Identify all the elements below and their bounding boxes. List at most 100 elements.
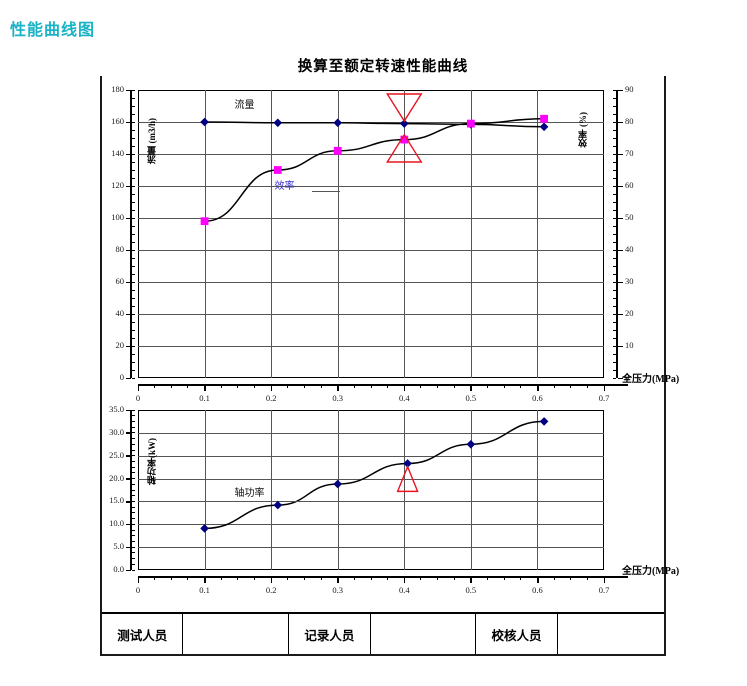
y-axis-minor-tick-right <box>612 113 616 115</box>
gridline-horizontal <box>138 547 604 549</box>
y-axis-minor-tick-right <box>612 273 616 275</box>
series-line-流量 <box>204 121 545 128</box>
y-axis-tick-label: 25.0 <box>109 449 124 460</box>
x-axis-minor-tick <box>553 577 555 581</box>
x-axis-tick <box>337 385 339 391</box>
y-axis-minor-tick <box>131 569 135 571</box>
signature-label-0: 测试人员 <box>102 614 184 654</box>
y-axis-tick-label-right: 50 <box>625 212 634 222</box>
gridline-horizontal <box>138 154 604 155</box>
y-axis-tick-right <box>617 121 623 124</box>
y-axis-tick-label: 0.0 <box>113 564 124 574</box>
signature-field-0[interactable] <box>183 614 290 654</box>
y-axis-minor-tick <box>131 153 135 155</box>
data-point-流量 <box>539 122 549 132</box>
report-frame: 0 20 40 60 80 100 120 140 160 180 流量 (m3/h) 0 10 20 30… <box>100 68 679 656</box>
data-point-轴功率 <box>466 439 476 449</box>
x-axis-tick-label: 0.5 <box>465 585 477 595</box>
gridline-horizontal <box>138 282 604 283</box>
x-axis-tick <box>470 577 472 583</box>
x-axis-minor-tick <box>603 385 605 389</box>
y-axis-tick <box>126 409 131 412</box>
y-axis-tick <box>126 377 131 380</box>
x-axis-tick-label: 0.1 <box>199 585 210 595</box>
x-axis-minor-tick <box>237 577 239 581</box>
y-axis-minor-tick <box>131 145 135 147</box>
x-axis-minor-tick <box>453 577 455 581</box>
x-axis-minor-tick <box>204 577 206 581</box>
series-label-efficiency: 效率 <box>274 181 295 193</box>
y-axis-minor-tick <box>131 540 135 542</box>
y-axis-minor-tick <box>131 552 135 554</box>
y-axis-minor-tick <box>131 415 135 417</box>
data-point-流量 <box>333 118 343 128</box>
x-axis-minor-tick <box>586 577 588 581</box>
y-axis-minor-tick-right <box>612 177 616 179</box>
y-axis-minor-tick <box>131 225 135 227</box>
y-axis-tick-right <box>617 217 623 220</box>
y-axis-tick-right <box>617 249 623 252</box>
x-axis-minor-tick <box>603 577 605 581</box>
series-label-leader-shaft-power <box>281 501 322 503</box>
x-axis-tick <box>403 577 406 583</box>
y-axis-minor-tick <box>131 313 135 315</box>
y-axis-minor-tick <box>131 201 135 203</box>
y-axis-minor-tick-right <box>612 289 616 291</box>
x-axis-spine <box>138 384 628 386</box>
gridline-vertical <box>271 90 273 378</box>
y-axis-minor-tick <box>131 113 135 115</box>
x-axis-minor-tick <box>520 385 522 389</box>
x-axis-minor-tick <box>570 577 572 581</box>
signature-label-1: 记录人员 <box>289 614 371 654</box>
x-axis-tick-label: 0.1 <box>199 393 210 403</box>
signature-field-2[interactable] <box>558 614 664 654</box>
y-axis-minor-tick-right <box>612 89 616 91</box>
y-axis-tick <box>126 546 131 549</box>
x-axis-tick-label: 0.4 <box>398 585 410 595</box>
y-axis-tick <box>126 249 131 252</box>
signature-field-1[interactable] <box>371 614 477 654</box>
y-axis-minor-tick <box>131 161 135 163</box>
y-axis-tick-label: 160 <box>111 116 124 126</box>
y-axis-tick-label: 140 <box>111 148 124 158</box>
x-axis-tick <box>603 385 606 391</box>
report-title-text: 换算至额定转速性能曲线 <box>287 59 479 75</box>
y-axis-minor-tick <box>131 177 135 179</box>
x-axis-minor-tick <box>254 577 255 581</box>
y-axis-minor-tick <box>131 257 135 259</box>
data-point-流量 <box>273 118 283 128</box>
design-point-triangle-down <box>386 93 423 123</box>
y-axis-tick <box>126 523 131 526</box>
x-axis-minor-tick <box>503 385 505 389</box>
y-axis-minor-tick <box>131 489 135 491</box>
y-axis-minor-tick <box>131 289 135 291</box>
y-axis-minor-tick-right <box>612 321 616 323</box>
y-axis-tick <box>126 432 131 434</box>
y-axis-minor-tick-right <box>612 249 616 251</box>
gridline-vertical <box>470 410 472 570</box>
x-axis-minor-tick <box>320 577 322 581</box>
x-axis-minor-tick <box>170 385 172 389</box>
x-axis-minor-tick <box>437 385 439 389</box>
y-axis-minor-tick <box>131 89 135 91</box>
gridline-vertical <box>537 90 539 378</box>
series-line-效率 <box>204 118 545 222</box>
x-axis-minor-tick <box>287 385 289 389</box>
y-axis-minor-tick <box>131 529 135 531</box>
x-axis-tick-label: 0.6 <box>532 393 543 403</box>
y-axis-tick-label-right: 30 <box>625 276 634 286</box>
gridline-horizontal <box>138 186 604 187</box>
y-axis-minor-tick-right <box>612 369 616 371</box>
x-axis-minor-tick <box>387 577 389 581</box>
y-axis-minor-tick-right <box>612 353 616 355</box>
x-axis-minor-tick <box>287 577 289 581</box>
x-axis-title: 全压力(MPa) <box>622 374 680 385</box>
x-axis-minor-tick <box>403 385 405 389</box>
y-axis-minor-tick <box>131 321 135 323</box>
x-axis-minor-tick <box>187 385 189 389</box>
y-axis-tick-label-right: 10 <box>625 340 634 350</box>
x-axis-minor-tick <box>553 385 555 389</box>
x-axis-tick-label: 0.3 <box>332 585 344 595</box>
x-axis-minor-tick <box>220 577 222 581</box>
chart-series-overlay-top <box>200 93 549 226</box>
